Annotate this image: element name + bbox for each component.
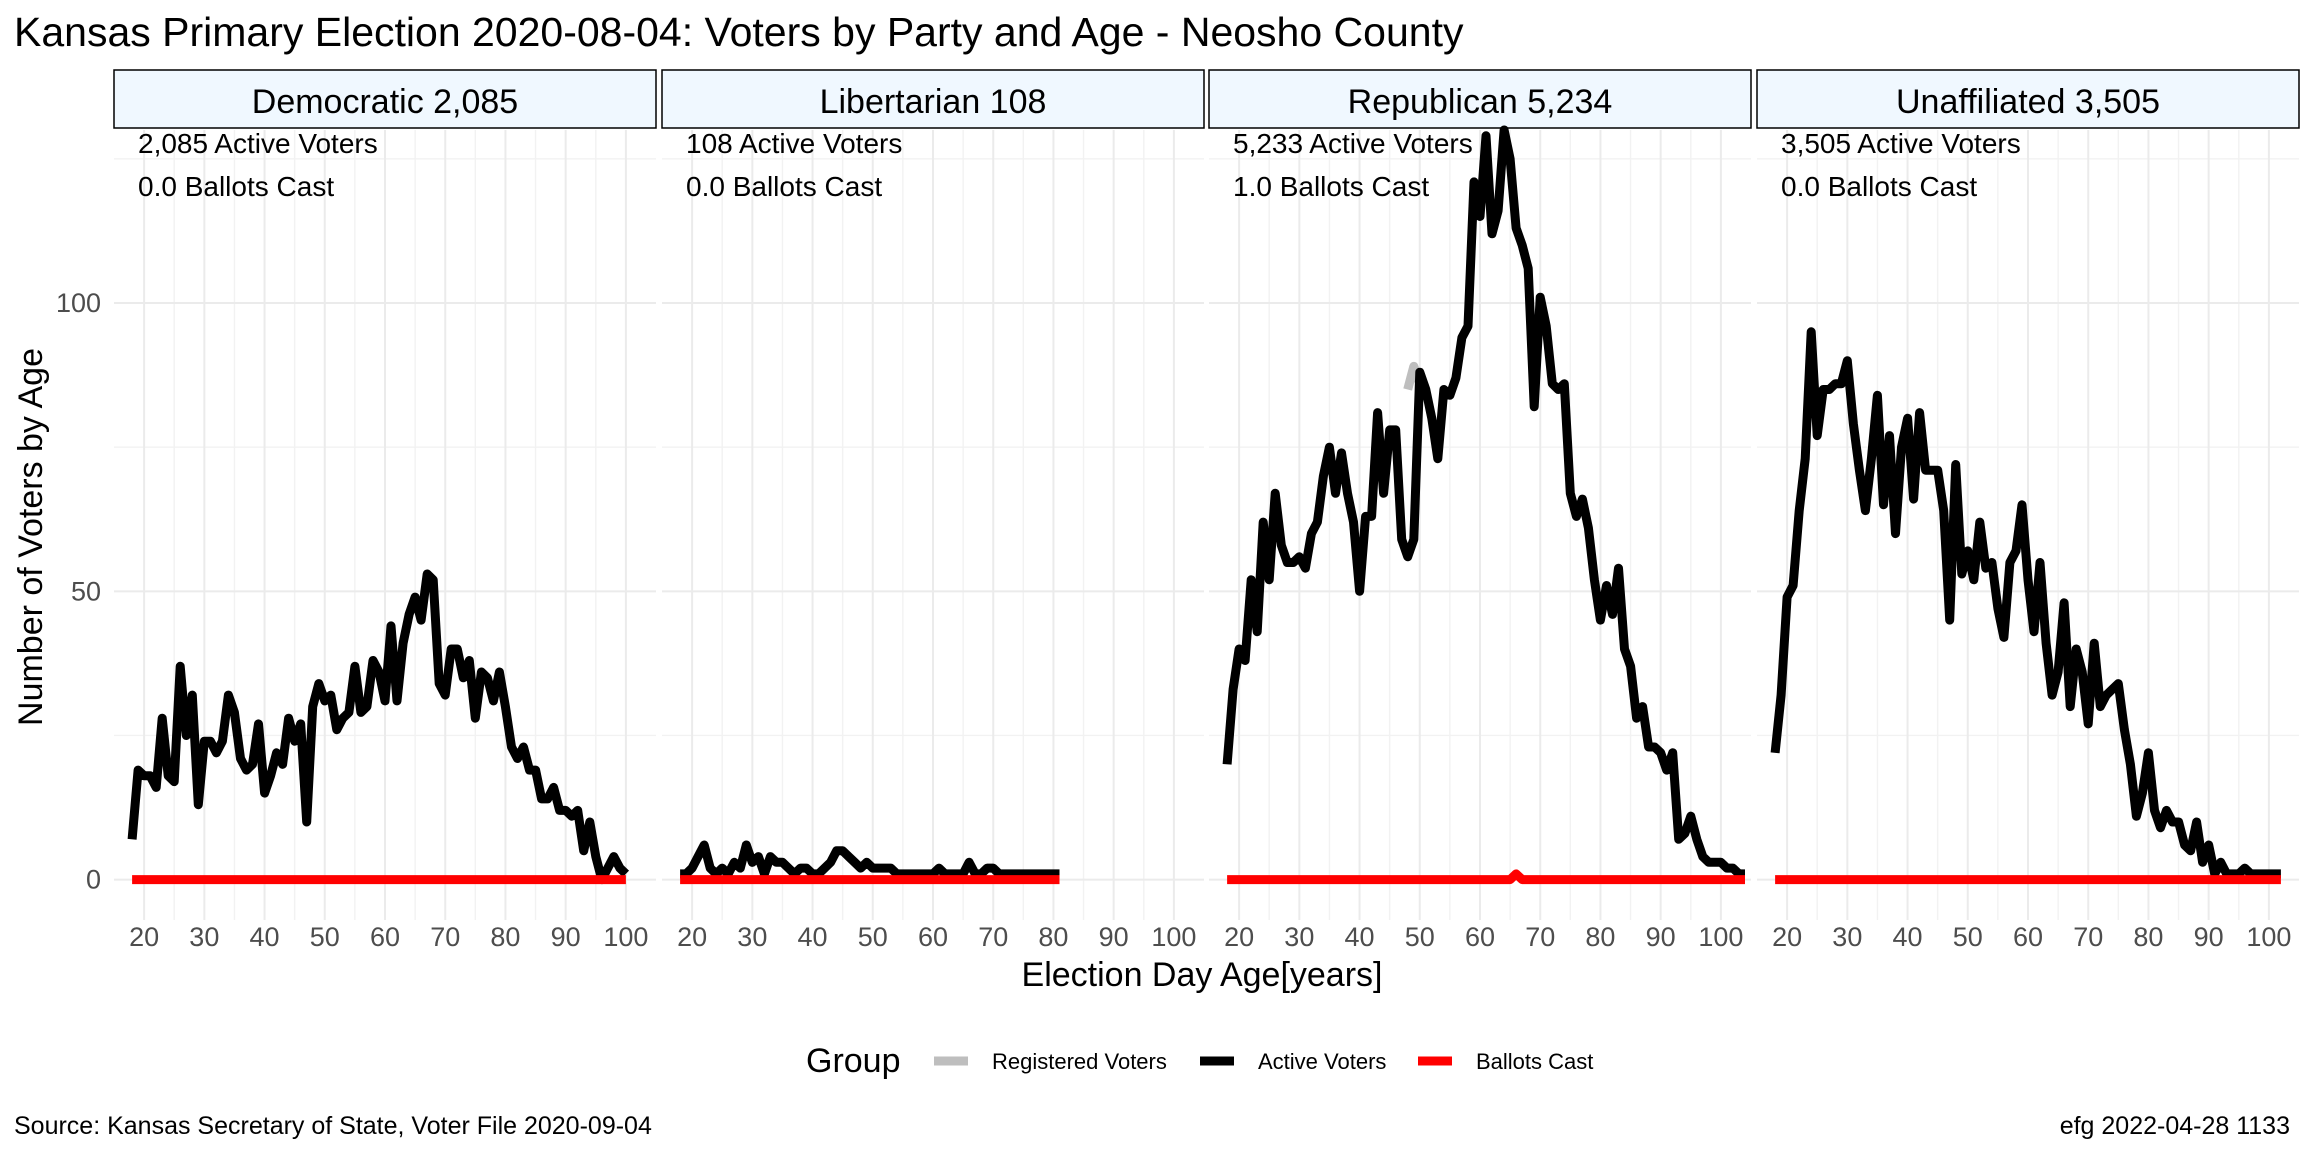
x-tick-label: 60	[1465, 922, 1495, 952]
x-tick-label: 90	[551, 922, 581, 952]
legend: Group Registered Voters Active Voters Ballo…	[806, 1042, 1593, 1080]
x-tick-label: 60	[370, 922, 400, 952]
x-tick-label: 70	[430, 922, 460, 952]
date-caption: efg 2022-04-28 1133	[2060, 1112, 2290, 1140]
facet-panel-4: Unaffiliated 3,505 3,505 Active Voters 0.0…	[1756, 69, 2300, 952]
x-tick-labels: 20 30 40 50 60 70 80 90 100	[1224, 922, 1743, 952]
x-tick-label: 90	[1646, 922, 1676, 952]
x-tick-label: 90	[2194, 922, 2224, 952]
y-axis-title: Number of Voters by Age	[12, 348, 50, 726]
x-tick-label: 30	[737, 922, 767, 952]
x-tick-label: 80	[2133, 922, 2163, 952]
active-voters-annotation: 3,505 Active Voters	[1781, 128, 2021, 159]
active-voters-line	[1222, 125, 1745, 879]
facet-strip-label: Libertarian 108	[820, 83, 1047, 121]
x-tick-label: 70	[2073, 922, 2103, 952]
active-voters-line	[680, 840, 1060, 879]
facet-strip-label: Unaffiliated 3,505	[1896, 83, 2160, 121]
legend-label-ballots-cast: Ballots Cast	[1476, 1049, 1593, 1074]
x-tick-label: 40	[1345, 922, 1375, 952]
active-voters-annotation: 2,085 Active Voters	[138, 128, 378, 159]
facet-strip	[661, 69, 1205, 129]
x-tick-label: 80	[1038, 922, 1068, 952]
x-tick-label: 40	[798, 922, 828, 952]
x-tick-label: 100	[603, 922, 648, 952]
x-tick-labels: 20 30 40 50 60 70 80 90 100	[129, 922, 648, 952]
source-caption: Source: Kansas Secretary of State, Voter…	[14, 1112, 652, 1140]
x-tick-label: 60	[2013, 922, 2043, 952]
facet-panel-1: Democratic 2,085 2,085 Active Voters 0.0 B…	[113, 69, 657, 952]
x-tick-label: 100	[1151, 922, 1196, 952]
active-voters-line	[127, 569, 630, 885]
x-tick-label: 70	[1525, 922, 1555, 952]
x-tick-label: 80	[490, 922, 520, 952]
x-tick-labels: 20 30 40 50 60 70 80 90 100	[677, 922, 1196, 952]
x-tick-label: 30	[1284, 922, 1314, 952]
facet-strip	[1208, 69, 1752, 129]
x-tick-label: 50	[1953, 922, 1983, 952]
facet-panels: Democratic 2,085 2,085 Active Voters 0.0 B…	[113, 69, 2300, 952]
x-tick-label: 20	[1224, 922, 1254, 952]
x-axis-title: Election Day Age[years]	[1022, 956, 1383, 994]
x-tick-label: 50	[1405, 922, 1435, 952]
x-tick-label: 20	[677, 922, 707, 952]
x-tick-label: 70	[978, 922, 1008, 952]
ballots-cast-annotation: 1.0 Ballots Cast	[1233, 171, 1429, 202]
y-tick-label: 50	[71, 576, 101, 606]
facet-strip-label: Democratic 2,085	[252, 83, 518, 121]
ballots-cast-annotation: 0.0 Ballots Cast	[686, 171, 882, 202]
legend-title: Group	[806, 1042, 901, 1080]
x-tick-label: 100	[1698, 922, 1743, 952]
legend-label-registered-voters: Registered Voters	[992, 1049, 1167, 1074]
y-tick-label: 0	[86, 865, 101, 895]
ballots-cast-annotation: 0.0 Ballots Cast	[1781, 171, 1977, 202]
x-tick-label: 20	[1772, 922, 1802, 952]
chart-title: Kansas Primary Election 2020-08-04: Vote…	[14, 9, 1464, 55]
x-tick-label: 40	[250, 922, 280, 952]
x-tick-label: 40	[1893, 922, 1923, 952]
x-tick-labels: 20 30 40 50 60 70 80 90 100	[1772, 922, 2291, 952]
x-tick-label: 80	[1585, 922, 1615, 952]
legend-label-active-voters: Active Voters	[1258, 1049, 1386, 1074]
facet-strip	[1756, 69, 2300, 129]
x-tick-label: 50	[858, 922, 888, 952]
y-axis: 0 50 100	[56, 288, 101, 895]
active-voters-line	[1770, 327, 2281, 879]
panel-grid	[1757, 130, 2299, 920]
x-tick-label: 20	[129, 922, 159, 952]
active-voters-annotation: 5,233 Active Voters	[1233, 128, 1473, 159]
x-tick-label: 50	[310, 922, 340, 952]
x-tick-label: 60	[918, 922, 948, 952]
x-tick-label: 30	[189, 922, 219, 952]
x-tick-label: 100	[2246, 922, 2291, 952]
x-tick-label: 90	[1099, 922, 1129, 952]
ballots-cast-annotation: 0.0 Ballots Cast	[138, 171, 334, 202]
ballots-cast-line	[1227, 869, 1745, 885]
y-tick-label: 100	[56, 288, 101, 318]
panel-grid	[662, 130, 1204, 920]
facet-panel-2: Libertarian 108 108 Active Voters 0.0 Ball…	[661, 69, 1205, 952]
active-voters-annotation: 108 Active Voters	[686, 128, 902, 159]
facet-strip-label: Republican 5,234	[1348, 83, 1613, 121]
panel-grid	[1209, 130, 1751, 920]
facet-strip	[113, 69, 657, 129]
x-tick-label: 30	[1832, 922, 1862, 952]
facet-panel-3: Republican 5,234 5,233 Active Voters 1.0 B…	[1208, 69, 1752, 952]
